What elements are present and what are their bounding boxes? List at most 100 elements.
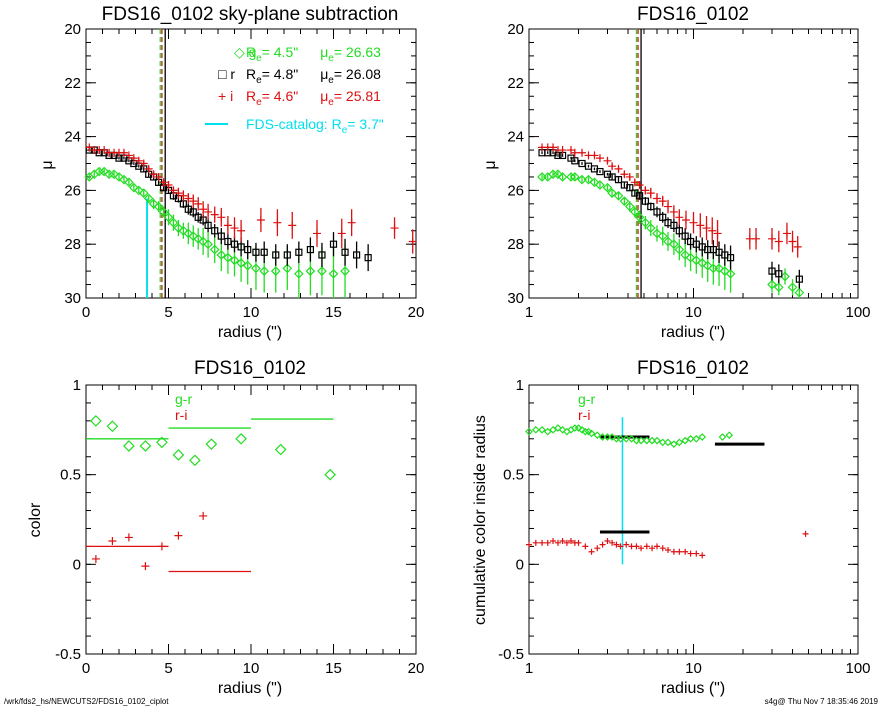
point-g [236, 258, 246, 268]
x-tick-label: 15 [325, 304, 342, 321]
point-g-r [642, 436, 651, 445]
point-g [119, 174, 129, 185]
point-i [194, 199, 203, 208]
panel3-legend-ri: r-i [175, 407, 187, 423]
point-g [153, 201, 164, 212]
y-tick-label: 0.5 [503, 467, 524, 484]
point-g [109, 169, 119, 180]
point-g-r [637, 436, 645, 445]
point-g [340, 266, 350, 276]
point-g [251, 263, 261, 274]
point-r-i [559, 538, 566, 545]
point-i [558, 146, 567, 155]
point-r-i [623, 541, 630, 548]
point-g-r [172, 449, 185, 461]
point-r [329, 240, 338, 248]
point-i [702, 224, 711, 233]
point-r-i [676, 548, 683, 555]
point-r [795, 275, 803, 283]
y-tick-label: 28 [507, 236, 524, 253]
point-r-i [526, 541, 532, 548]
point-i [169, 186, 178, 195]
point-g-r [593, 431, 602, 440]
point-g-r [725, 431, 734, 440]
point-i [689, 218, 698, 227]
point-g [203, 239, 213, 250]
y-tick-label: 0 [516, 556, 524, 573]
point-r-i [563, 539, 570, 546]
panel2-ylabel: μ [482, 160, 499, 169]
point-r-i [693, 550, 700, 557]
panel4-legend-ri: r-i [578, 407, 590, 423]
point-r [653, 208, 661, 216]
panel4-xlabel: radius (") [661, 680, 725, 697]
legend-i-band: i [230, 88, 233, 104]
legend-g-re: 4.5" [274, 44, 298, 60]
point-i [149, 170, 158, 179]
legend-g-band: g [249, 44, 257, 60]
point-g [124, 177, 134, 188]
point-g [216, 250, 227, 260]
point-g-r [587, 429, 596, 438]
point-i [681, 215, 690, 224]
x-tick-label: 10 [243, 660, 260, 677]
panel-sky-plane-subtraction: FDS16_0102 sky-plane subtraction radius … [39, 4, 424, 341]
point-g [223, 252, 233, 263]
point-i [256, 215, 265, 224]
point-g [645, 223, 656, 233]
point-r [635, 192, 644, 200]
point-r [244, 245, 252, 254]
point-i [614, 164, 623, 173]
point-i [635, 181, 644, 190]
point-i [124, 151, 133, 160]
y-tick-label: 30 [64, 290, 81, 307]
point-g [634, 212, 645, 223]
point-r [283, 251, 291, 259]
point-i [578, 148, 587, 157]
point-r [626, 184, 634, 192]
panel-color-profile: FDS16_0102 radius (") color g-r r-i 0 5 10… [27, 358, 424, 697]
point-r-i [199, 511, 208, 520]
point-i [347, 218, 356, 227]
point-r [670, 221, 678, 229]
point-r-i [699, 552, 706, 559]
footer-timestamp: s4g@ Thu Nov 7 18:35:46 2019 [765, 697, 879, 706]
point-r-i [617, 543, 624, 550]
point-g [158, 207, 169, 217]
point-g-r [675, 438, 684, 447]
point-g [305, 266, 316, 276]
point-g [583, 174, 594, 185]
point-g [178, 225, 189, 236]
point-i [154, 172, 163, 181]
y-tick-label: 0 [73, 556, 81, 573]
point-g-r [648, 436, 656, 445]
point-r-i [643, 543, 650, 550]
point-r-i [665, 546, 672, 553]
point-r [318, 251, 326, 259]
point-g [669, 239, 679, 250]
point-i [603, 156, 612, 165]
point-g [168, 217, 179, 228]
plot-area-4 [525, 417, 809, 565]
point-r [204, 221, 212, 229]
point-g-r [598, 433, 607, 441]
point-i [174, 189, 183, 198]
point-g [714, 263, 724, 274]
point-i [774, 237, 783, 246]
point-i [100, 146, 109, 155]
point-r-i [124, 533, 133, 542]
point-g-r [578, 425, 586, 434]
point-r [211, 227, 219, 235]
point-g-r [90, 415, 102, 427]
point-g [133, 185, 144, 196]
y-tick-label: 30 [507, 290, 524, 307]
point-g-r [205, 438, 218, 451]
point-i [230, 224, 239, 233]
point-g [613, 190, 624, 201]
point-r-i [108, 537, 117, 546]
point-r-i [550, 538, 557, 545]
point-i [675, 213, 684, 222]
point-i [288, 221, 297, 230]
point-r [768, 267, 776, 275]
point-g-r [574, 424, 583, 432]
